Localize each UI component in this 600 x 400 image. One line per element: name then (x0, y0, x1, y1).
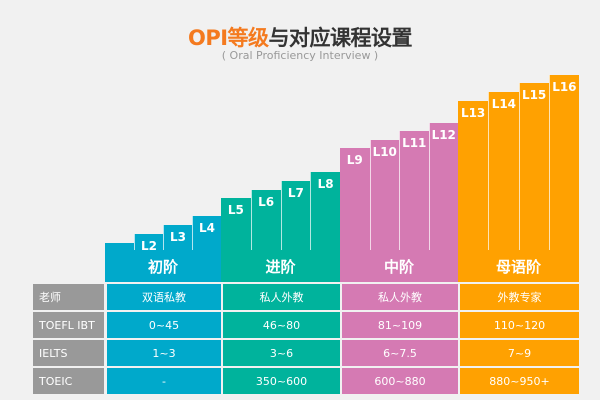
stage-label: 母语阶 (458, 250, 579, 282)
table-cell: 350~600 (221, 366, 340, 394)
table-cell: 私人外教 (221, 282, 340, 310)
table-cell: - (105, 366, 221, 394)
stage-label: 进阶 (221, 250, 340, 282)
table-cell: 110~120 (458, 310, 579, 338)
level-bar-l2: L2 (134, 234, 163, 253)
table-cell: 外教专家 (458, 282, 579, 310)
page-title: OPI等级与对应课程设置 (187, 26, 413, 50)
row-label: IELTS (33, 338, 104, 366)
level-bar-l3: L3 (163, 225, 192, 250)
level-bar-l10: L10 (369, 140, 399, 250)
page-subtitle: ( Oral Proficiency Interview ) (221, 49, 379, 62)
level-bar-l5: L5 (221, 198, 251, 250)
table-cell: 46~80 (221, 310, 340, 338)
level-bar-l6: L6 (250, 190, 281, 250)
table-cell: 1~3 (105, 338, 221, 366)
level-bar-l15: L15 (518, 83, 549, 250)
stage-label: 初阶 (105, 250, 221, 282)
table-cell: 双语私教 (105, 282, 221, 310)
table-cell: 7~9 (458, 338, 579, 366)
level-bar-l13: L13 (458, 101, 489, 250)
table-cell: 600~880 (340, 366, 458, 394)
row-label: TOEFL IBT (33, 310, 104, 338)
level-bar-l8: L8 (310, 172, 340, 250)
level-bar-l11: L11 (399, 131, 429, 250)
row-label: 老师 (33, 282, 104, 310)
level-bar-l1: L1 (105, 243, 134, 262)
table-cell: 私人外教 (340, 282, 458, 310)
table-cell: 0~45 (105, 310, 221, 338)
table-cell: 880~950+ (458, 366, 579, 394)
row-label: TOEIC (33, 366, 104, 394)
table-cell: 6~7.5 (340, 338, 458, 366)
level-bar-l4: L4 (192, 216, 221, 250)
level-bar-l7: L7 (280, 181, 311, 250)
level-bar-l16: L16 (548, 75, 579, 250)
table-cell: 81~109 (340, 310, 458, 338)
stage-label: 中阶 (340, 250, 458, 282)
level-bar-l9: L9 (340, 148, 370, 250)
level-bar-l12: L12 (428, 123, 458, 250)
table-cell: 3~6 (221, 338, 340, 366)
level-bar-l14: L14 (488, 92, 519, 250)
